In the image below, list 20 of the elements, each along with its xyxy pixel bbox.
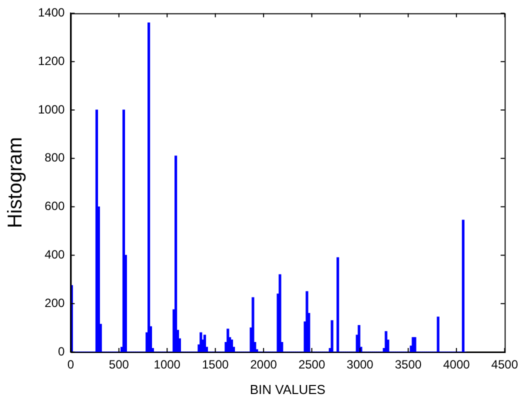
- y-tick-label: 1200: [38, 54, 66, 68]
- x-tick-label: 3000: [346, 358, 374, 372]
- y-tick-label: 1000: [38, 102, 66, 116]
- y-tick-label: 1400: [38, 6, 66, 20]
- x-tick-label: 0: [67, 358, 74, 372]
- x-tick-label: 4000: [443, 358, 470, 372]
- x-tick-label: 1500: [202, 358, 230, 372]
- y-tick-label: 0: [58, 344, 66, 358]
- x-tick-label: 500: [108, 358, 130, 372]
- x-tick-label: 4500: [491, 358, 518, 372]
- y-axis-title: Histogram: [4, 137, 27, 228]
- y-tick-label: 600: [44, 199, 66, 214]
- y-tick-label: 400: [44, 248, 66, 262]
- x-axis-title: BIN VALUES: [250, 382, 326, 397]
- y-tick-label: 200: [44, 296, 66, 310]
- x-tick-label: 1000: [154, 358, 181, 372]
- x-tick-label: 3500: [394, 358, 422, 372]
- y-tick-label: 800: [44, 150, 66, 165]
- x-tick-label: 2500: [298, 358, 326, 372]
- x-tick-label: 2000: [250, 358, 278, 372]
